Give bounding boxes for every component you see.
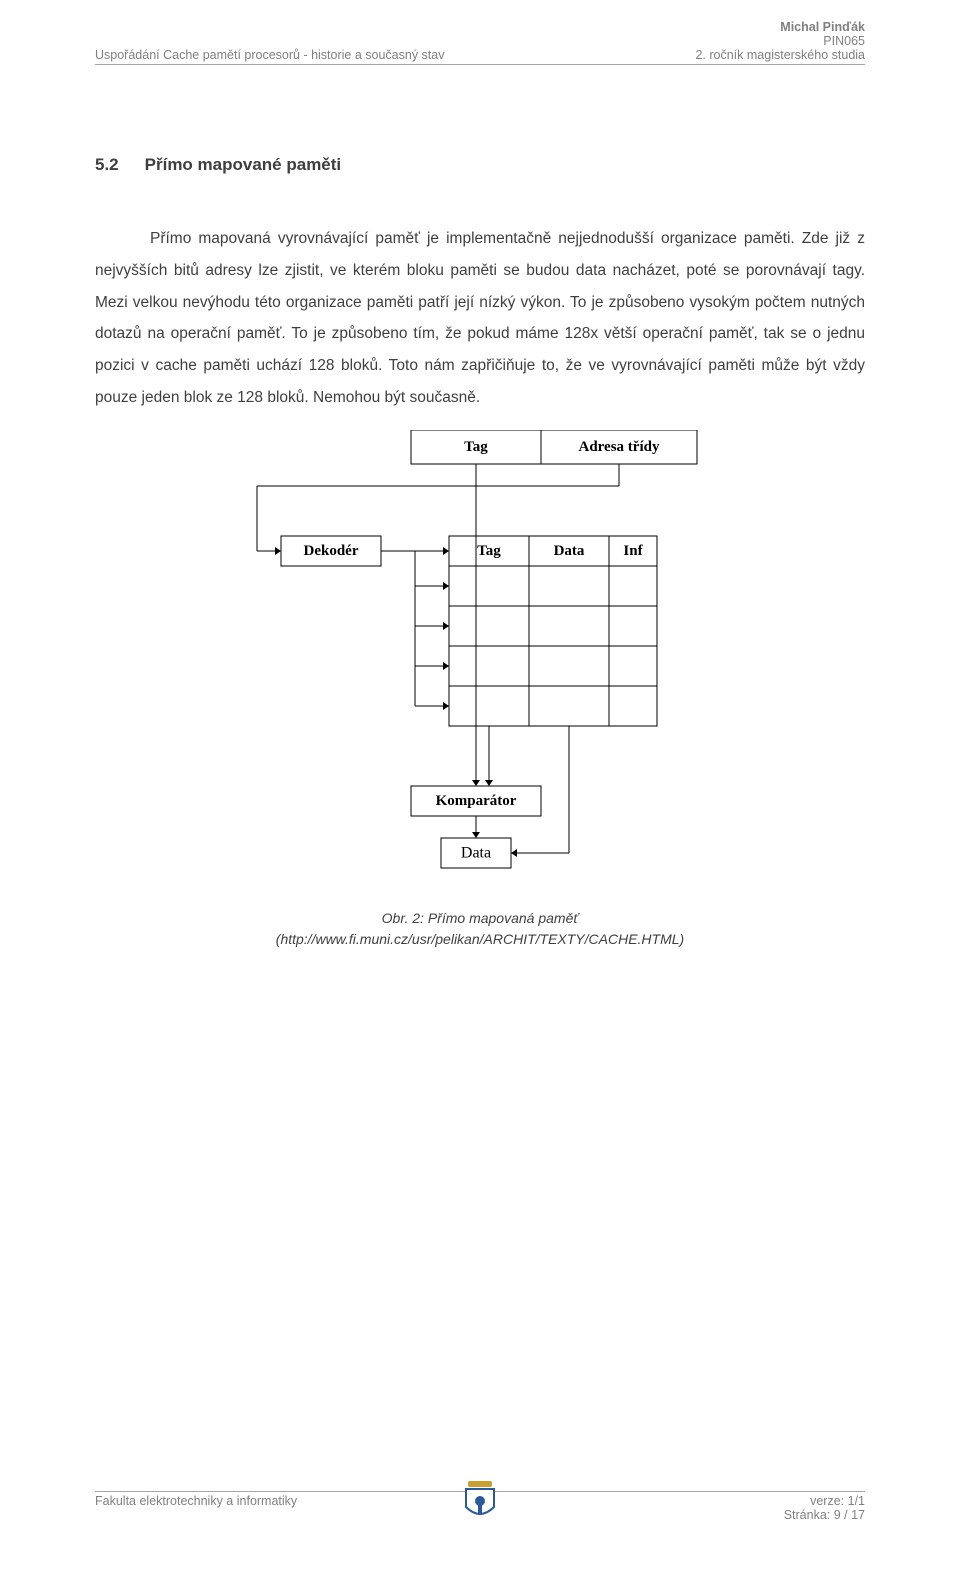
caption-line2: (http://www.fi.muni.cz/usr/pelikan/ARCHI…: [95, 929, 865, 950]
footer-left: Fakulta elektrotechniky a informatiky: [95, 1494, 297, 1508]
footer-version: verze: 1/1: [784, 1494, 865, 1508]
svg-text:Data: Data: [461, 844, 491, 861]
header-author: Michal Pinďák: [695, 20, 865, 34]
svg-text:Inf: Inf: [623, 543, 643, 559]
header-code: PIN065: [695, 34, 865, 48]
section-heading: 5.2 Přímo mapované paměti: [95, 155, 865, 175]
caption-line1: Obr. 2: Přímo mapovaná paměť: [95, 908, 865, 929]
figure-caption: Obr. 2: Přímo mapovaná paměť (http://www…: [95, 908, 865, 950]
section-number: 5.2: [95, 155, 119, 175]
section-title: Přímo mapované paměti: [145, 155, 342, 174]
diagram-container: Tag Adresa třídy Dekodér Tag Data Inf Komparát…: [95, 430, 865, 880]
header-left-title: Uspořádání Cache pamětí procesorů - hist…: [95, 48, 444, 62]
svg-text:Adresa třídy: Adresa třídy: [579, 439, 660, 455]
svg-text:Dekodér: Dekodér: [304, 543, 359, 559]
footer-logo: [462, 1475, 498, 1528]
svg-text:Komparátor: Komparátor: [436, 793, 517, 809]
direct-mapped-cache-diagram: Tag Adresa třídy Dekodér Tag Data Inf Komparát…: [245, 430, 715, 880]
body-paragraph: Přímo mapovaná vyrovnávající paměť je im…: [95, 223, 865, 414]
university-crest-icon: [462, 1475, 498, 1523]
header-year: 2. ročník magisterského studia: [695, 48, 865, 62]
footer-page: Stránka: 9 / 17: [784, 1508, 865, 1522]
svg-text:Data: Data: [554, 543, 585, 559]
svg-text:Tag: Tag: [464, 439, 488, 455]
page-header: Uspořádání Cache pamětí procesorů - hist…: [95, 20, 865, 65]
svg-text:Tag: Tag: [477, 543, 501, 559]
